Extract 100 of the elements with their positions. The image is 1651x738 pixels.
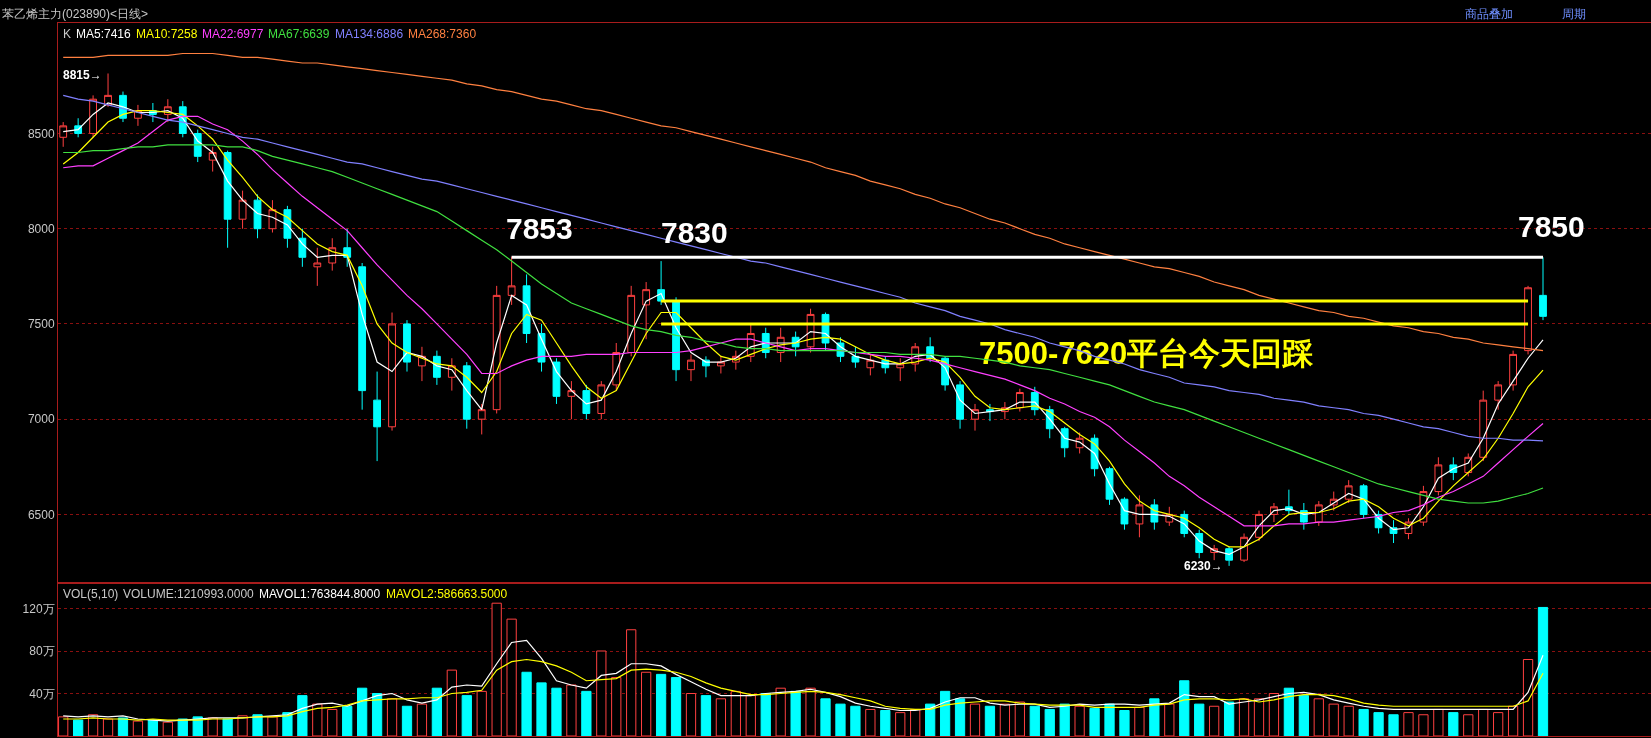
bar [1194,703,1205,736]
bar [954,698,966,736]
candlestick [223,150,232,249]
y-tick-label: 120万 [22,601,55,616]
candlestick [343,228,352,268]
bar [939,690,951,736]
bar [536,682,547,736]
candlestick [522,273,531,344]
bar [147,719,159,736]
bar [297,695,308,736]
annotation: 7830 [661,216,728,249]
bar [1537,606,1549,736]
candlestick [373,371,381,462]
candlestick [582,384,591,420]
annotation: 7853 [506,212,573,245]
bar [1044,708,1055,736]
bar [461,695,472,736]
bar [401,705,413,736]
candlestick [1509,350,1518,392]
bar [431,687,443,736]
candlestick [896,357,905,382]
bar [1149,698,1160,736]
bar [73,719,84,736]
candlestick [462,361,471,430]
bar [252,714,263,736]
candlestick [59,121,68,148]
text: 周期 [1562,7,1586,21]
bar [1283,687,1295,736]
candlestick [1060,426,1069,458]
bar [1358,708,1369,736]
candlestick [1195,529,1204,559]
candlestick [89,94,97,138]
candlestick [477,403,486,435]
candlestick [492,285,501,414]
candlestick [597,380,606,420]
candlestick [253,193,262,239]
candlestick [567,380,576,420]
candlestick [552,357,561,405]
text: MA268:7360 [408,27,477,41]
candlestick [1120,496,1129,531]
candlestick [298,228,307,268]
y-tick-label: 8500 [27,126,55,141]
bar [790,690,801,736]
annotation: 8815→ [63,68,102,82]
candlestick [1494,380,1503,411]
y-tick-label: 6500 [27,507,55,522]
bar [655,673,667,736]
bar [342,705,353,736]
bar [1119,710,1130,736]
annotation: VOLUME:1210993.0000 [123,587,255,601]
text: MA10:7258 [136,27,198,41]
bar [1388,714,1399,736]
candlestick [1359,483,1368,519]
candlestick [956,380,964,430]
candlestick [388,312,396,432]
y-tick-label: 7000 [27,412,55,427]
bar [1373,712,1384,736]
candlestick [1135,494,1144,538]
text: 商品叠加 [1465,7,1513,21]
text: MA5:7416 [76,27,132,41]
bar [371,693,383,736]
candlestick [268,199,277,234]
bar [850,705,861,736]
text: MA22:6977 [202,27,264,41]
bar [1448,712,1459,736]
bar [984,705,996,736]
candlestick [1479,390,1488,462]
text: MA134:6886 [335,27,404,41]
candlestick [358,262,367,411]
bar [760,693,771,736]
bar [1029,705,1040,736]
bar [521,671,532,736]
line-series [62,639,1544,722]
candlestick [403,319,411,373]
line-series [62,658,1544,721]
candlestick [866,353,875,376]
bar [117,717,129,736]
bar [1223,701,1235,736]
annotation: 7850 [1518,210,1585,243]
candlestick [687,353,695,382]
chart-title: 苯乙烯主力(023890)<日线> [2,7,149,22]
candlestick [507,256,516,306]
candlestick [1434,456,1443,496]
chart-title: VOL(5,10) [63,587,119,601]
text: MA67:6639 [268,27,330,41]
candlestick [238,190,247,230]
candlestick [1524,285,1532,355]
bar [1089,707,1100,736]
bar [700,695,712,736]
candlestick [627,285,636,357]
text: MAVOL1:763844.8000 [259,587,381,601]
candlestick [1539,256,1547,321]
candlestick [1105,466,1114,506]
bar [880,710,891,736]
y-tick-label: 80万 [29,644,55,659]
bar [1298,695,1309,736]
bar [1059,703,1070,736]
bar [925,703,936,736]
bar [820,698,831,736]
annotation: 6230→ [1184,559,1223,573]
